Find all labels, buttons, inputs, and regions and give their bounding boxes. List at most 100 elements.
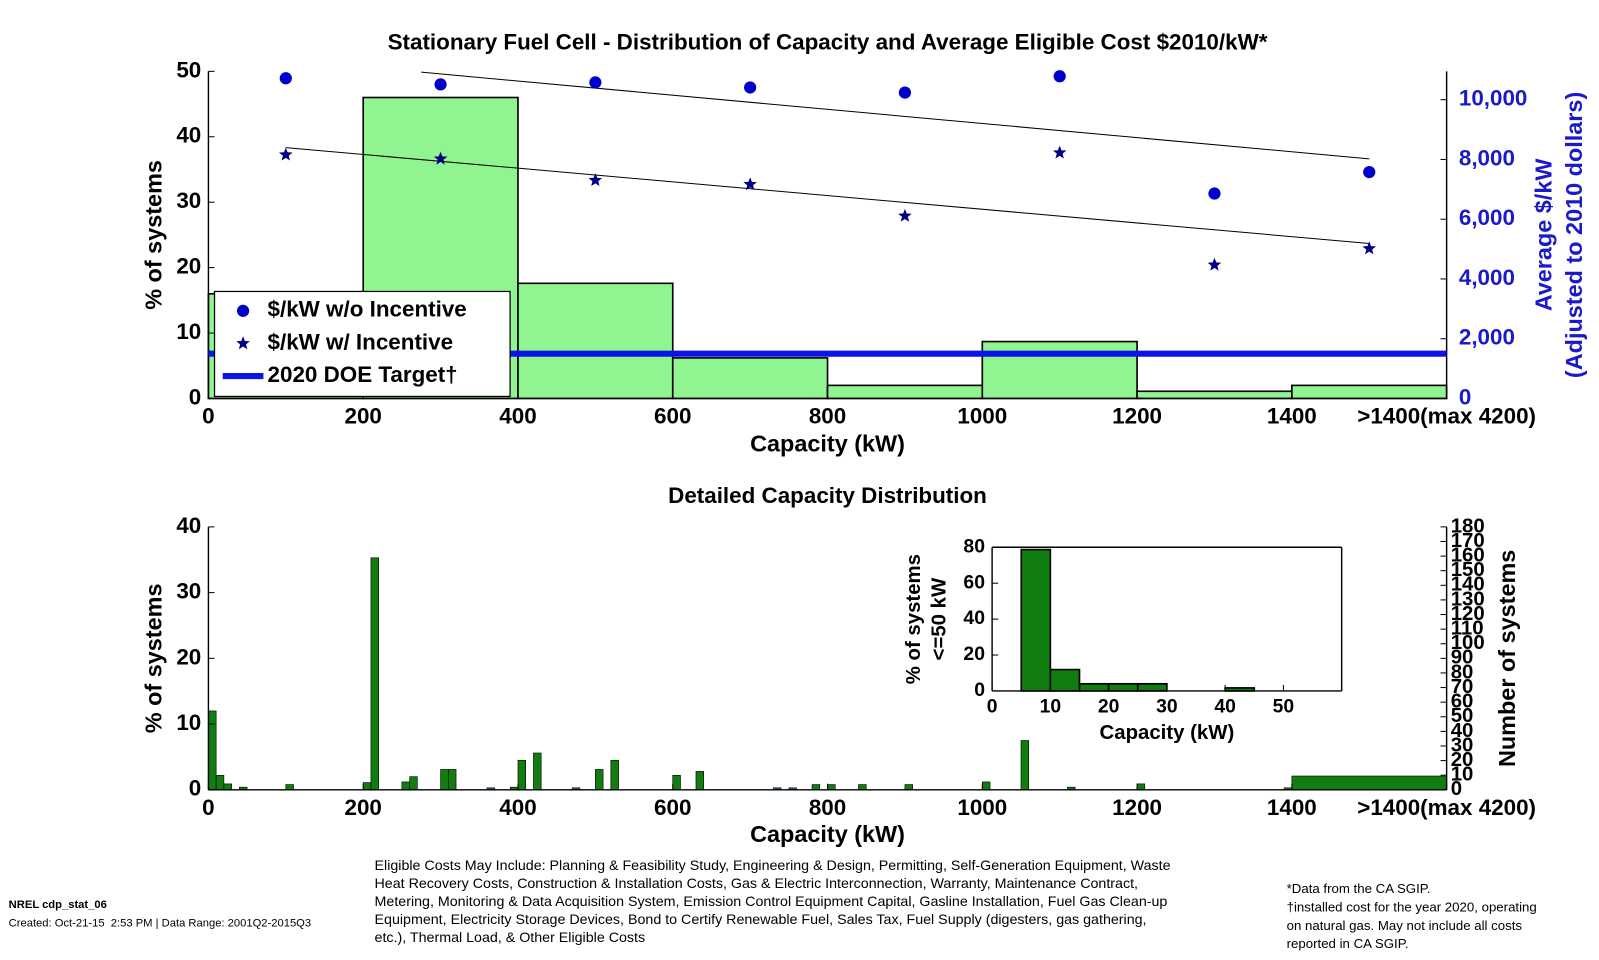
- y-tick-label: 50: [176, 57, 201, 82]
- histogram-bar: [517, 282, 674, 400]
- footer-note: †installed cost for the year 2020, opera…: [1287, 900, 1537, 915]
- y2-tick-label: 0: [1459, 384, 1471, 409]
- x-tick-label: 40: [1214, 696, 1236, 718]
- x-tick-label: 1000: [957, 795, 1007, 820]
- y2-tick-label: 20: [1451, 749, 1474, 771]
- footer-costs: Heat Recovery Costs, Construction & Inst…: [375, 876, 1138, 892]
- x-tick-label: 1400: [1267, 795, 1317, 820]
- x-tick-label: 20: [1098, 696, 1120, 718]
- histogram-bar: [1291, 775, 1447, 791]
- footer-note: *Data from the CA SGIP.: [1287, 881, 1431, 896]
- scatter-point: [279, 72, 292, 85]
- x-tick-label: 400: [499, 795, 536, 820]
- scatter-star: [1362, 241, 1377, 255]
- y2-tick-label: 140: [1451, 574, 1485, 596]
- y-tick-label: 0: [189, 384, 201, 409]
- histogram-bar: [1136, 682, 1168, 692]
- histogram-bar: [401, 781, 410, 791]
- histogram-bar: [1078, 682, 1110, 692]
- y-tick-label: 10: [176, 319, 201, 344]
- histogram-bar: [1020, 740, 1030, 791]
- y2-tick-label: 130: [1451, 588, 1485, 610]
- x-tick-label: 0: [987, 696, 998, 718]
- footer-costs: Equipment, Electricity Storage Devices, …: [375, 912, 1147, 928]
- histogram-bar: [695, 771, 705, 791]
- y-tick-label: 60: [963, 571, 985, 593]
- y-tick-label: 30: [176, 579, 201, 604]
- histogram-bar: [517, 759, 527, 791]
- x-axis-label: Capacity (kW): [1100, 722, 1235, 744]
- histogram-bar: [827, 784, 836, 791]
- scatter-star: [588, 173, 603, 186]
- histogram-bar: [223, 783, 232, 791]
- y-tick-label: 40: [176, 513, 201, 538]
- histogram-bar: [285, 784, 294, 791]
- x-tick-label: >1400(max 4200): [1357, 403, 1536, 428]
- histogram-bar: [440, 769, 449, 791]
- x-tick-label: >1400(max 4200): [1357, 795, 1536, 820]
- footer-created: Created: Oct-21-15 2:53 PM | Data Range:…: [9, 917, 311, 929]
- y2-tick-label: 2,000: [1459, 325, 1515, 350]
- y-axis-label: <=50 kW: [929, 577, 951, 660]
- y2-tick-label: 0: [1451, 778, 1462, 800]
- y2-tick-label: 80: [1451, 661, 1474, 683]
- scatter-point: [1053, 70, 1066, 83]
- x-tick-label: 200: [344, 795, 381, 820]
- scatter-star: [433, 151, 448, 165]
- histogram-bar: [811, 784, 821, 791]
- legend-swatch: [236, 304, 250, 317]
- y-tick-label: 10: [176, 710, 201, 735]
- y2-tick-label: 10,000: [1459, 86, 1528, 111]
- y2-tick-label: 170: [1451, 530, 1485, 552]
- y-axis-label: % of systems: [141, 160, 167, 310]
- y-axis-label: % of systems: [903, 554, 925, 684]
- scatter-point: [898, 86, 912, 99]
- footer-note: reported in CA SGIP.: [1287, 936, 1409, 951]
- y2-axis-label: Average $/kW: [1531, 158, 1557, 312]
- chart-title: Stationary Fuel Cell - Distribution of C…: [388, 30, 1268, 55]
- legend-label: 2020 DOE Target†: [268, 362, 458, 387]
- legend: $/kW w/o Incentive $/kW w/ Incentive 2020 …: [213, 290, 511, 398]
- x-tick-label: 200: [344, 403, 381, 428]
- histogram-bar: [1020, 548, 1052, 692]
- legend-swatch: [236, 336, 250, 350]
- footer-costs: Metering, Monitoring & Data Acquisition …: [375, 894, 1168, 910]
- x-tick-label: 0: [202, 795, 214, 820]
- y2-tick-label: 70: [1451, 676, 1474, 698]
- y-tick-label: 20: [963, 643, 985, 665]
- histogram-bar: [610, 759, 619, 791]
- x-axis-label: Capacity (kW): [750, 431, 905, 457]
- y-tick-label: 40: [176, 123, 201, 148]
- histogram-bar: [1136, 390, 1293, 400]
- y2-tick-label: 120: [1451, 603, 1485, 625]
- y2-tick-label: 8,000: [1459, 145, 1515, 170]
- scatter-point: [1208, 187, 1221, 200]
- histogram-bar: [671, 357, 829, 400]
- histogram-bar: [370, 557, 379, 791]
- x-tick-label: 30: [1156, 696, 1178, 718]
- y2-tick-label: 30: [1451, 734, 1474, 756]
- y-tick-label: 20: [176, 644, 201, 669]
- x-tick-label: 1200: [1112, 403, 1162, 428]
- y2-tick-label: 100: [1451, 632, 1485, 654]
- y2-tick-label: 90: [1451, 647, 1474, 669]
- x-tick-label: 1000: [957, 403, 1007, 428]
- y-tick-label: 40: [963, 607, 985, 629]
- scatter-star: [279, 147, 293, 161]
- y2-tick-label: 110: [1451, 618, 1484, 640]
- y-axis-label: % of systems: [141, 583, 167, 733]
- histogram-bar: [904, 784, 913, 791]
- y2-tick-label: 50: [1451, 705, 1474, 727]
- chart-title: Detailed Capacity Distribution: [668, 483, 987, 508]
- scatter-point: [589, 76, 602, 89]
- trend-line: [285, 147, 1370, 244]
- y-tick-label: 30: [176, 188, 201, 213]
- y2-tick-label: 150: [1451, 559, 1485, 581]
- x-tick-label: 0: [202, 403, 214, 428]
- scatter-point: [434, 78, 447, 91]
- x-tick-label: 400: [499, 403, 536, 428]
- y2-tick-label: 4,000: [1459, 265, 1515, 290]
